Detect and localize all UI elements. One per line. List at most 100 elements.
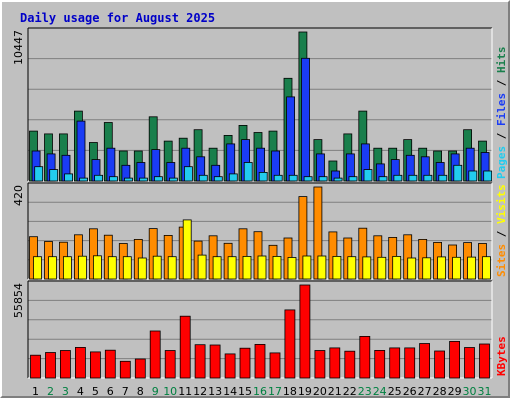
bar-kbytes-day-24 [374,349,386,379]
day-label-10: 10 [163,385,177,398]
day-label-29: 29 [448,385,462,398]
bar-pages-day-25 [393,174,403,182]
bar-kbytes-day-8 [134,358,146,379]
bar-kbytes-day-19 [299,284,311,379]
bar-pages-day-2 [49,169,59,182]
day-label-21: 21 [328,385,342,398]
bar-files-day-6 [106,147,116,182]
day-label-13: 13 [208,385,222,398]
bar-kbytes-day-26 [404,347,416,379]
bar-pages-day-17 [273,174,283,182]
bar-pages-day-18 [288,174,298,182]
legend-entry: / [495,126,508,146]
bar-pages-day-14 [228,173,238,182]
bar-visits-day-15 [242,255,252,280]
bar-kbytes-day-20 [314,350,326,379]
bar-visits-day-21 [332,255,342,280]
bar-files-day-19 [301,57,310,182]
bar-kbytes-day-3 [60,350,71,379]
day-label-16: 16 [253,385,267,398]
legend-entry: KBytes [495,336,508,376]
legend-hits-files-pages: Pages / Files / Hits [495,47,508,180]
bar-pages-day-16 [258,171,268,182]
bar-files-day-18 [286,96,296,182]
bar-pages-day-20 [318,176,328,182]
bar-pages-day-22 [348,176,358,182]
bar-visits-day-31 [482,256,491,280]
bar-visits-day-7 [122,256,132,280]
bar-visits-day-3 [63,256,72,280]
bar-kbytes-day-30 [464,347,475,379]
day-label-15: 15 [238,385,252,398]
bar-pages-day-11 [183,166,193,182]
ymax-label-kbytes: 55854 [12,283,25,318]
day-label-31: 31 [478,385,492,398]
bar-kbytes-day-5 [90,351,101,379]
bar-kbytes-day-9 [149,330,161,379]
day-label-3: 3 [62,385,69,398]
bar-pages-day-9 [153,176,163,182]
bar-visits-day-26 [407,257,417,280]
bar-visits-day-25 [392,255,402,280]
legend-entry: Files [495,93,508,126]
bar-pages-day-13 [213,176,223,182]
bar-visits-day-11 [182,219,192,280]
bar-visits-day-24 [377,256,387,280]
legend-entry: / [495,73,508,93]
bar-visits-day-9 [152,255,162,280]
bar-files-day-9 [151,149,161,182]
legend-entry: Sites [495,244,508,277]
bar-kbytes-day-17 [269,352,281,379]
bar-visits-day-6 [107,256,117,280]
day-label-20: 20 [313,385,327,398]
bar-pages-day-7 [124,177,133,182]
bar-kbytes-day-11 [179,315,191,379]
bar-pages-day-15 [243,162,253,182]
bar-visits-day-16 [257,255,267,280]
legend-entry: Visits [495,184,508,224]
day-label-23: 23 [358,385,372,398]
bar-kbytes-day-22 [344,350,356,379]
bar-pages-day-3 [64,173,73,182]
bar-visits-day-5 [93,255,102,280]
bar-pages-day-19 [303,176,313,182]
bar-kbytes-day-13 [209,344,221,379]
bar-visits-day-19 [302,255,312,280]
day-label-6: 6 [107,385,114,398]
bar-visits-day-17 [272,255,282,280]
bar-visits-day-20 [317,255,327,280]
ymax-label-hits-files-pages: 10447 [12,30,25,65]
bar-visits-day-22 [347,256,357,280]
day-label-27: 27 [418,385,432,398]
bar-pages-day-29 [453,164,463,182]
bar-visits-day-30 [467,256,477,280]
day-label-9: 9 [152,385,159,398]
bar-visits-day-28 [437,256,447,280]
bar-kbytes-day-27 [419,343,431,379]
bar-pages-day-24 [378,176,388,182]
bar-kbytes-day-23 [359,335,371,379]
legend-kbytes: KBytes [495,336,508,376]
bar-pages-day-10 [168,177,178,182]
bar-pages-day-26 [408,174,418,182]
day-label-5: 5 [92,385,99,398]
day-label-24: 24 [373,385,387,398]
bar-visits-day-23 [362,256,372,280]
bar-kbytes-day-21 [329,347,341,379]
bar-kbytes-day-29 [449,340,461,379]
bar-kbytes-day-18 [284,309,296,379]
day-label-11: 11 [178,385,192,398]
bar-pages-day-28 [438,174,448,182]
day-label-7: 7 [122,385,129,398]
day-label-19: 19 [298,385,312,398]
bar-kbytes-day-1 [30,354,41,379]
bar-visits-day-29 [452,256,462,280]
bar-kbytes-day-10 [164,350,176,379]
bar-visits-day-14 [227,256,237,280]
bar-visits-day-27 [422,257,432,280]
day-label-1: 1 [32,385,39,398]
legend-entry: Hits [495,47,508,74]
chart-title: Daily usage for August 2025 [20,11,215,25]
bar-visits-day-12 [197,254,207,280]
